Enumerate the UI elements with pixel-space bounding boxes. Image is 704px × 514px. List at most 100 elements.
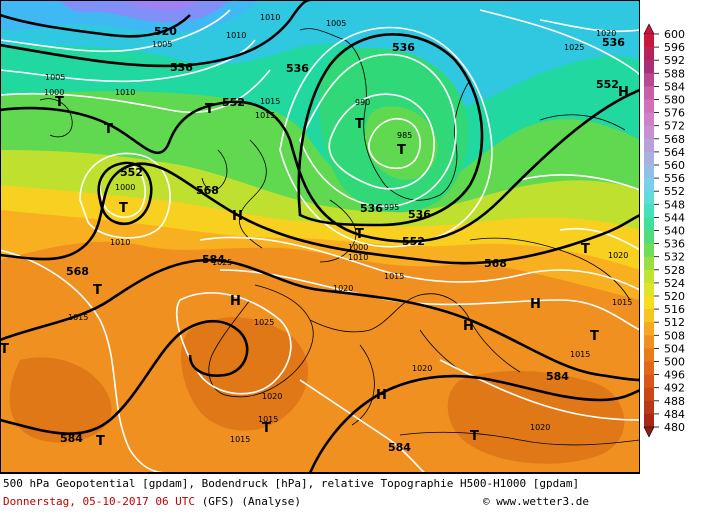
isobar-label: 1015 bbox=[258, 415, 278, 424]
scale-swatch bbox=[644, 112, 654, 126]
label-536: 536 bbox=[360, 202, 383, 215]
scale-swatch bbox=[644, 191, 654, 205]
field-band-508 bbox=[120, 0, 200, 11]
isobar-label: 1025 bbox=[564, 43, 584, 52]
scale-swatch bbox=[644, 282, 654, 297]
isobar-label: 1020 bbox=[608, 251, 628, 260]
scale-tick-label: 536 bbox=[664, 238, 685, 251]
scale-tick-label: 492 bbox=[664, 382, 685, 395]
label-552: 552 bbox=[120, 166, 143, 179]
label-568: 568 bbox=[196, 184, 219, 197]
scale-tick-label: 508 bbox=[664, 329, 685, 342]
scale-swatch bbox=[644, 178, 654, 192]
map-caption: 500 hPa Geopotential [gpdam], Bodendruck… bbox=[0, 473, 640, 514]
scale-tick-label: 500 bbox=[664, 356, 685, 369]
isobar-label: 1010 bbox=[260, 13, 280, 22]
scale-swatch bbox=[644, 73, 654, 87]
isobar-label: 1010 bbox=[226, 31, 246, 40]
label-536: 536 bbox=[602, 36, 625, 49]
scale-swatch bbox=[644, 243, 654, 257]
scale-swatch bbox=[644, 256, 654, 271]
scale-tick-label: 560 bbox=[664, 159, 685, 172]
field-warm-blob-atlantic bbox=[9, 357, 112, 443]
caption-date: Donnerstag, 05-10-2017 06 UTC bbox=[3, 495, 196, 508]
scale-tick-label: 544 bbox=[664, 211, 685, 224]
isobar-label: 1015 bbox=[255, 111, 275, 120]
isobar-label: 1000 bbox=[348, 243, 368, 252]
low-center-T: T bbox=[590, 329, 599, 344]
isobar-label: 1010 bbox=[348, 253, 368, 262]
scale-swatch bbox=[644, 165, 654, 179]
field-warm-blob-iberia bbox=[180, 317, 309, 431]
label-584: 584 bbox=[388, 441, 411, 454]
caption-description: 500 hPa Geopotential [gpdam], Bodendruck… bbox=[3, 477, 580, 490]
scale-tick-label: 528 bbox=[664, 264, 685, 277]
low-center-T: T bbox=[205, 102, 214, 117]
scale-tick-label: 596 bbox=[664, 41, 685, 54]
scale-tick-label: 496 bbox=[664, 369, 685, 382]
label-536: 536 bbox=[392, 41, 415, 54]
scale-labels: 6005965925885845805765725685645605565525… bbox=[664, 28, 685, 434]
scale-swatch bbox=[644, 348, 654, 362]
caption-credit: © www.wetter3.de bbox=[483, 495, 589, 508]
scale-swatch bbox=[644, 86, 654, 100]
label-520: 520 bbox=[154, 25, 177, 38]
scale-swatch bbox=[644, 374, 654, 388]
scale-tick-label: 520 bbox=[664, 290, 685, 303]
label-584: 584 bbox=[60, 432, 83, 445]
scale-tick-label: 576 bbox=[664, 107, 685, 120]
scale-swatch bbox=[644, 99, 654, 113]
scale-swatch bbox=[644, 413, 654, 428]
map-border bbox=[0, 0, 640, 473]
label-568: 568 bbox=[66, 265, 89, 278]
low-center-T: T bbox=[55, 95, 64, 110]
isobar-label: 1015 bbox=[612, 298, 632, 307]
scale-swatch bbox=[644, 60, 654, 74]
high-center-H: H bbox=[463, 319, 474, 334]
label-584: 584 bbox=[546, 370, 569, 383]
isobar-label: 1025 bbox=[212, 258, 232, 267]
isobar-label: 1015 bbox=[570, 350, 590, 359]
scale-tick-label: 480 bbox=[664, 421, 685, 434]
low-center-T: T bbox=[262, 421, 271, 436]
scale-tick-label: 488 bbox=[664, 395, 685, 408]
scale-tick-label: 540 bbox=[664, 225, 685, 238]
scale-tick-label: 600 bbox=[664, 28, 685, 41]
field-scandinavia-core bbox=[365, 106, 438, 180]
label-536: 536 bbox=[286, 62, 309, 75]
pressure-centers: T T T T T T T T T T T T T T H H H H H H bbox=[0, 85, 629, 449]
low-center-T: T bbox=[355, 117, 364, 132]
color-scale-legend: 6005965925885845805765725685645605565525… bbox=[643, 23, 685, 438]
isobar-label: 1015 bbox=[260, 97, 280, 106]
caption-model: (GFS) (Analyse) bbox=[201, 495, 302, 508]
isobar-label: 1000 bbox=[44, 88, 64, 97]
scale-swatch bbox=[644, 269, 654, 284]
high-center-H: H bbox=[230, 294, 241, 309]
scale-tick-label: 516 bbox=[664, 303, 685, 316]
isobar-label: 1010 bbox=[110, 238, 130, 247]
scale-tick-label: 512 bbox=[664, 316, 685, 329]
high-center-H: H bbox=[376, 388, 387, 403]
label-536: 536 bbox=[170, 61, 193, 74]
high-center-H: H bbox=[530, 297, 541, 312]
low-center-T: T bbox=[104, 122, 113, 137]
isobar-label: 1020 bbox=[530, 423, 550, 432]
scale-tick-label: 584 bbox=[664, 80, 685, 93]
low-center-T: T bbox=[93, 283, 102, 298]
caption-datetime-row: Donnerstag, 05-10-2017 06 UTC (GFS) (Ana… bbox=[3, 495, 301, 508]
scale-bar bbox=[643, 23, 659, 438]
contour-labels: 520 536 536 536 536 536 536 552 552 552 … bbox=[60, 25, 625, 454]
isobar-label: 1005 bbox=[45, 73, 65, 82]
isobar-label: 1000 bbox=[115, 183, 135, 192]
label-552: 552 bbox=[402, 235, 425, 248]
scale-tick-label: 504 bbox=[664, 342, 685, 355]
weather-map: 520 536 536 536 536 536 536 552 552 552 … bbox=[0, 0, 640, 473]
scale-tick-label: 552 bbox=[664, 185, 685, 198]
isobar-label: 1015 bbox=[384, 272, 404, 281]
isobar-label: 1005 bbox=[326, 19, 346, 28]
low-center-T: T bbox=[96, 434, 105, 449]
scale-swatch bbox=[644, 296, 654, 310]
scale-tick-label: 524 bbox=[664, 277, 685, 290]
low-center-T: T bbox=[119, 201, 128, 216]
isobar-label: 985 bbox=[397, 131, 412, 140]
